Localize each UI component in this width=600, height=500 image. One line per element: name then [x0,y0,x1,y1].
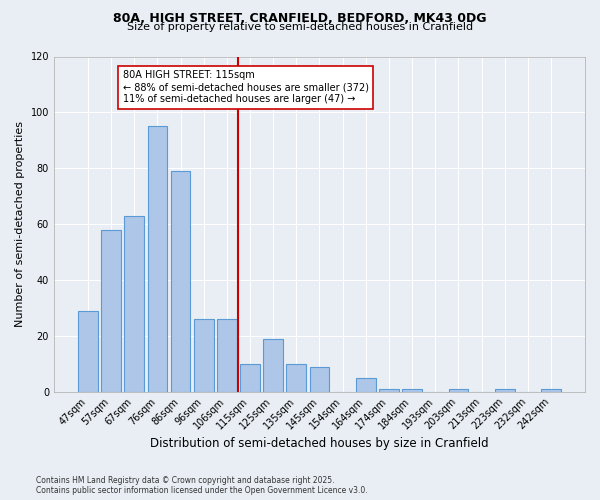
Bar [449,389,468,392]
X-axis label: Distribution of semi-detached houses by size in Cranfield: Distribution of semi-detached houses by … [150,437,489,450]
Bar [240,364,260,392]
Text: Size of property relative to semi-detached houses in Cranfield: Size of property relative to semi-detach… [127,22,473,32]
Bar [124,216,144,392]
Bar [194,319,214,392]
Bar [310,366,329,392]
Bar [148,126,167,392]
Bar [170,171,190,392]
Bar [541,389,561,392]
Text: 80A HIGH STREET: 115sqm
← 88% of semi-detached houses are smaller (372)
11% of s: 80A HIGH STREET: 115sqm ← 88% of semi-de… [122,70,368,104]
Bar [356,378,376,392]
Text: Contains HM Land Registry data © Crown copyright and database right 2025.
Contai: Contains HM Land Registry data © Crown c… [36,476,368,495]
Bar [379,389,399,392]
Bar [402,389,422,392]
Bar [78,310,98,392]
Bar [217,319,236,392]
Bar [495,389,515,392]
Text: 80A, HIGH STREET, CRANFIELD, BEDFORD, MK43 0DG: 80A, HIGH STREET, CRANFIELD, BEDFORD, MK… [113,12,487,26]
Bar [286,364,306,392]
Y-axis label: Number of semi-detached properties: Number of semi-detached properties [15,121,25,327]
Bar [101,230,121,392]
Bar [263,338,283,392]
